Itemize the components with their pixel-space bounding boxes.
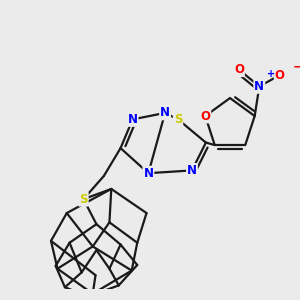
Text: N: N [187,164,197,177]
Text: O: O [275,69,285,82]
Text: N: N [160,106,170,119]
Text: N: N [128,113,138,126]
Text: +: + [267,69,275,79]
Text: S: S [174,113,182,126]
Text: −: − [293,61,300,74]
Text: O: O [234,63,244,76]
Text: S: S [79,193,88,206]
Text: N: N [143,167,153,180]
Text: O: O [200,110,210,122]
Text: N: N [254,80,264,93]
